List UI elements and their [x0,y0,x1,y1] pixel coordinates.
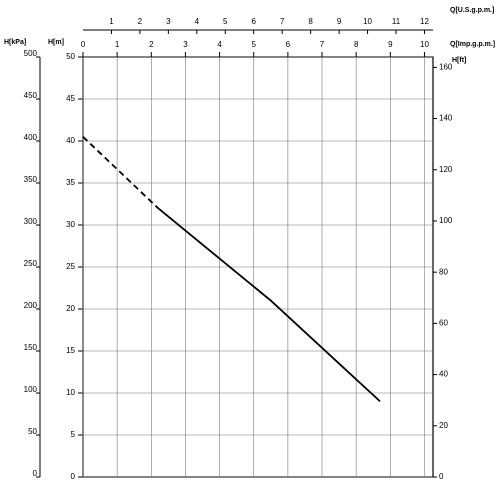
x-tick-label: 5 [252,40,257,49]
y-kpa-tick-label: 250 [24,259,38,268]
y2-tick-label: 160 [439,62,453,71]
y-tick-label: 15 [66,346,75,355]
x2-tick-label: 8 [308,17,313,26]
y-kpa-tick-label: 350 [24,175,38,184]
x2-label: Q[U.S.g.p.m.] [450,7,494,14]
y-tick-label: 25 [66,262,75,271]
x2-tick-label: 9 [337,17,342,26]
y-kpa-tick-label: 200 [24,301,38,310]
y2-tick-label: 80 [439,267,448,276]
y-tick-label: 35 [66,178,75,187]
x2-tick-label: 6 [252,17,257,26]
y-kpa-tick-label: 0 [33,469,38,478]
x2-tick-label: 12 [420,17,429,26]
y-tick-label: 10 [66,388,75,397]
x-tick-label: 10 [420,40,429,49]
x-tick-label: 0 [81,40,86,49]
x2-tick-label: 10 [363,17,372,26]
y2-tick-label: 40 [439,370,448,379]
y-kpa-tick-label: 100 [24,385,38,394]
y-tick-label: 0 [71,472,76,481]
curve [82,136,159,209]
y-tick-label: 20 [66,304,75,313]
y-kpa-tick-label: 50 [28,427,37,436]
y2-tick-label: 0 [439,472,444,481]
y-kpa-tick-label: 300 [24,217,38,226]
y2-tick-label: 60 [439,318,448,327]
y2-label: H[ft] [452,57,466,64]
y-tick-label: 40 [66,136,75,145]
x2-tick-label: 2 [138,17,143,26]
y-kpa-label: H[kPa] [4,39,26,46]
x-tick-label: 3 [183,40,188,49]
y-kpa-tick-label: 150 [24,343,38,352]
y-tick-label: 50 [66,52,75,61]
x2-tick-label: 7 [280,17,285,26]
y-kpa-tick-label: 450 [24,91,38,100]
y2-tick-label: 100 [439,216,453,225]
x-tick-label: 8 [354,40,359,49]
x-tick-label: 6 [286,40,291,49]
x2-tick-label: 3 [166,17,171,26]
y-label: H[m] [48,39,64,46]
x-tick-label: 7 [320,40,325,49]
x-label: Q[Imp.g.p.m.] [450,41,495,48]
x2-tick-label: 4 [195,17,200,26]
x2-tick-label: 1 [109,17,114,26]
x-tick-label: 4 [217,40,222,49]
y-kpa-tick-label: 400 [24,133,38,142]
y-tick-label: 45 [66,94,75,103]
y-tick-label: 30 [66,220,75,229]
x-tick-label: 9 [388,40,393,49]
y-kpa-tick-label: 500 [24,49,38,58]
curve [157,207,381,403]
y2-tick-label: 120 [439,165,453,174]
x2-tick-label: 11 [392,17,401,26]
x-tick-label: 1 [115,40,120,49]
y2-tick-label: 20 [439,421,448,430]
y2-tick-label: 140 [439,114,453,123]
x2-tick-label: 5 [223,17,228,26]
x-tick-label: 2 [149,40,154,49]
y-tick-label: 5 [71,430,76,439]
